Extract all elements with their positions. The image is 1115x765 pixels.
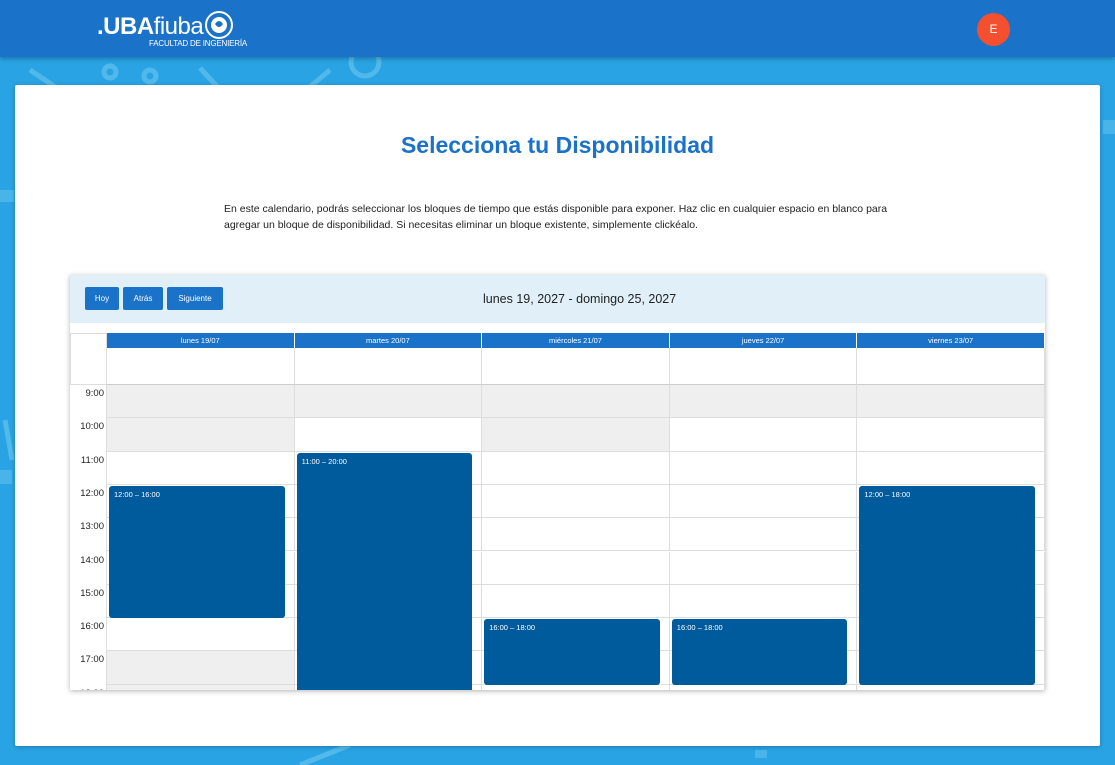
logo-fiuba-text: fiuba (153, 13, 204, 40)
availability-block[interactable]: 12:00 – 16:00 (109, 485, 285, 619)
time-slot-cell[interactable] (294, 385, 483, 419)
today-button[interactable]: Hoy (85, 287, 119, 310)
top-navbar: .UBAfiuba FACULTAD DE INGENIERÍA E (0, 0, 1115, 57)
time-slot-cell[interactable] (669, 451, 858, 485)
logo-wordmark: .UBAfiuba (97, 13, 204, 41)
logo-subtitle: FACULTAD DE INGENIERÍA (149, 39, 247, 48)
time-label: 16:00 (80, 621, 104, 633)
time-slot-cell[interactable] (107, 451, 295, 485)
calendar-toolbar: Hoy Atrás Siguiente lunes 19, 2027 - dom… (70, 275, 1045, 323)
time-slot-cell[interactable] (294, 418, 483, 452)
time-slot-cell[interactable] (482, 518, 670, 552)
availability-calendar: Hoy Atrás Siguiente lunes 19, 2027 - dom… (70, 275, 1045, 690)
page-title: Selecciona tu Disponibilidad (400, 132, 715, 158)
time-slot-cell[interactable] (482, 684, 670, 690)
time-slot-cell[interactable] (669, 584, 858, 619)
fiuba-seal-icon (205, 11, 233, 39)
time-label: 14:00 (80, 554, 104, 566)
time-label: 13:00 (80, 521, 104, 533)
time-slot-cell[interactable] (482, 385, 670, 419)
main-card: Selecciona tu Disponibilidad En este cal… (15, 85, 1100, 746)
availability-block[interactable]: 16:00 – 18:00 (671, 619, 848, 685)
time-slot-cell[interactable] (107, 618, 295, 652)
availability-block[interactable]: 11:00 – 20:00 (296, 452, 473, 690)
time-slot-cell[interactable] (107, 651, 295, 685)
time-label: 11:00 (80, 454, 104, 466)
time-slot-cell[interactable] (857, 451, 1045, 485)
day-header: viernes 23/07 (857, 333, 1045, 348)
time-slot-cell[interactable] (857, 684, 1045, 690)
time-slot-cell[interactable] (669, 418, 858, 452)
time-slot-cell[interactable] (669, 385, 858, 419)
day-header: lunes 19/07 (107, 333, 295, 348)
day-header: jueves 22/07 (669, 333, 858, 348)
time-label: 10:00 (80, 421, 104, 433)
availability-block[interactable]: 16:00 – 18:00 (484, 619, 660, 685)
time-gutter (70, 385, 107, 690)
time-label: 12:00 (80, 487, 104, 499)
time-label: 18:00 (70, 688, 104, 690)
user-avatar[interactable]: E (977, 13, 1010, 46)
time-slot-cell[interactable] (857, 418, 1045, 452)
all-day-cell[interactable] (107, 348, 295, 385)
time-slot-cell[interactable] (670, 684, 858, 690)
day-header: martes 20/07 (294, 333, 483, 348)
time-slot-cell[interactable] (107, 418, 295, 452)
time-slot-cell[interactable] (482, 418, 670, 452)
date-range-label: lunes 19, 2027 - domingo 25, 2027 (483, 292, 677, 306)
back-button[interactable]: Atrás (123, 287, 163, 310)
time-slot-cell[interactable] (669, 518, 858, 552)
time-slot-cell[interactable] (107, 684, 295, 690)
time-slot-cell[interactable] (669, 551, 858, 585)
all-day-cell[interactable] (669, 348, 858, 385)
time-slot-cell[interactable] (295, 684, 483, 690)
all-day-cell[interactable] (482, 348, 670, 385)
time-slot-cell[interactable] (107, 385, 295, 419)
all-day-cell[interactable] (294, 348, 483, 385)
time-slot-cell[interactable] (482, 484, 670, 519)
page-description: En este calendario, podrás seleccionar l… (224, 203, 888, 231)
time-slot-cell[interactable] (482, 551, 670, 585)
day-header: miércoles 21/07 (482, 333, 670, 348)
next-button[interactable]: Siguiente (167, 287, 223, 310)
all-day-cell[interactable] (857, 348, 1045, 385)
time-slot-cell[interactable] (857, 385, 1045, 419)
time-label: 9:00 (85, 388, 105, 399)
time-slot-cell[interactable] (669, 484, 858, 519)
time-label: 17:00 (80, 654, 104, 666)
logo-uba-text: .UBA (97, 13, 154, 40)
availability-block[interactable]: 12:00 – 18:00 (859, 485, 1035, 685)
week-grid: 9:00 10:00 11:00 12:00 13:00 14:00 15:00 16:00 1… (70, 333, 1045, 690)
time-slot-cell[interactable] (482, 451, 670, 485)
time-slot-cell[interactable] (482, 584, 670, 619)
gutter-header (70, 333, 107, 385)
time-label: 15:00 (80, 587, 104, 599)
